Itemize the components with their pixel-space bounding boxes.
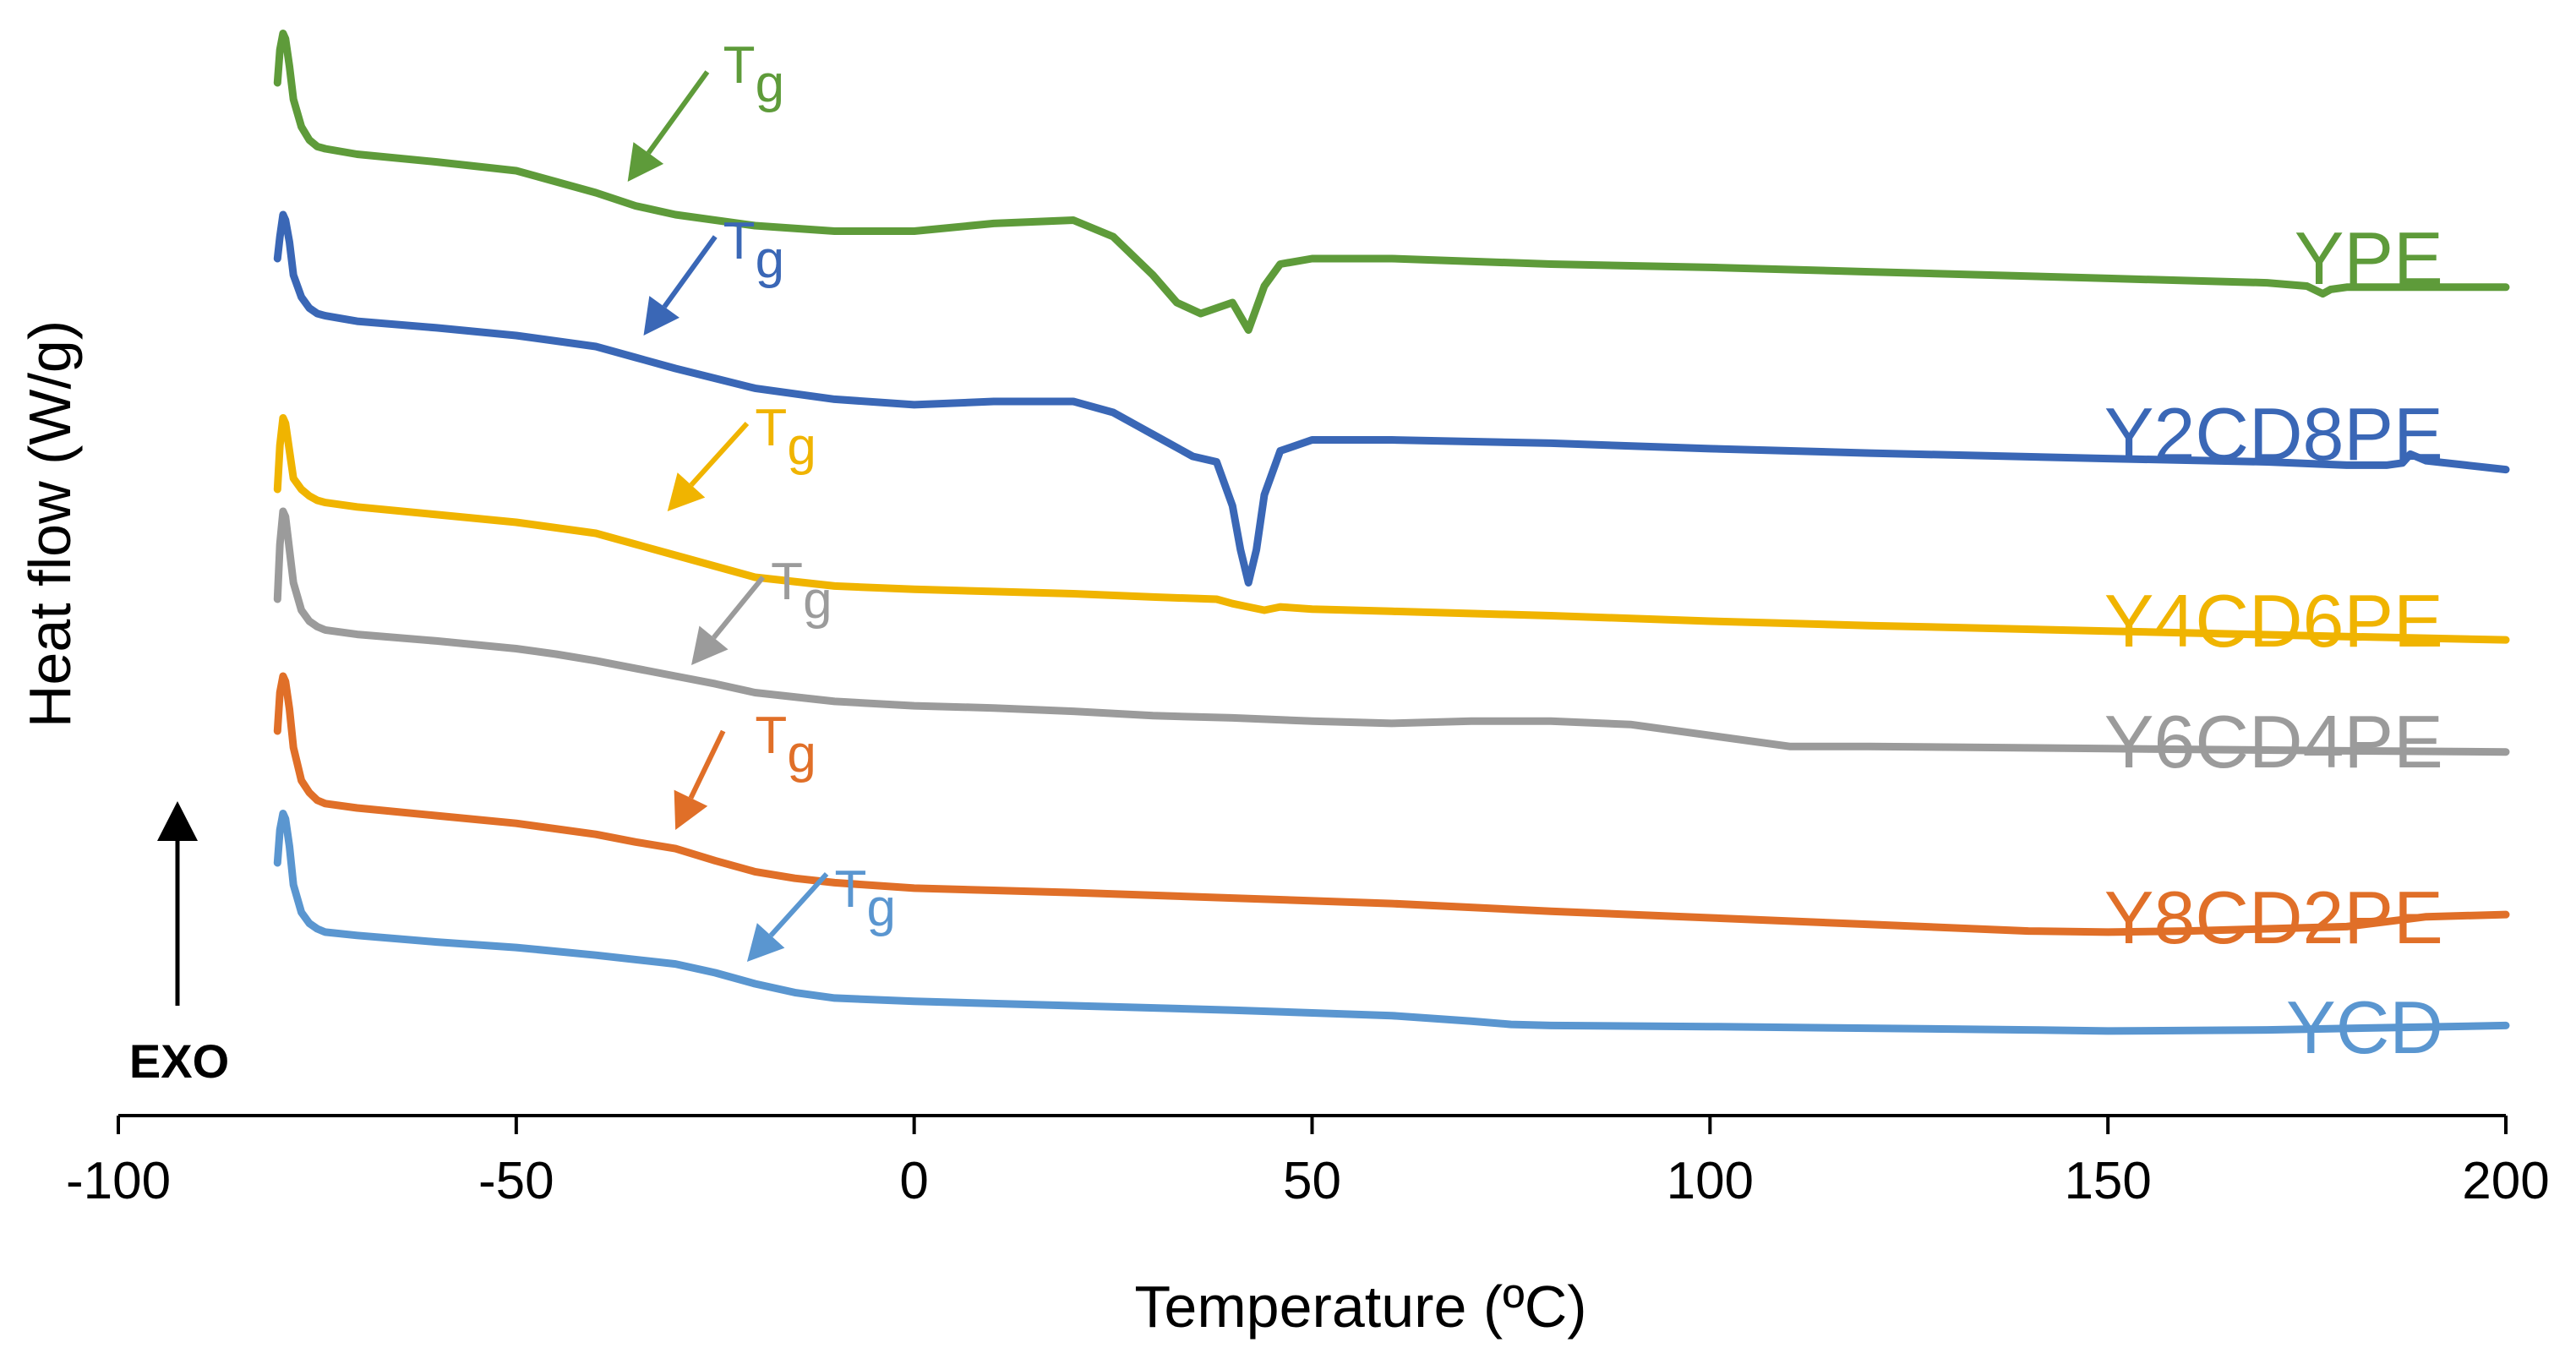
series-label: Y2CD8PE <box>2104 392 2443 476</box>
tg-label: T <box>723 212 756 270</box>
series-y2cd8pe: Y2CD8PE T g <box>273 210 2510 587</box>
series-layer: YPE T g Y2CD8PE T g Y4CD6PE T g Y6CD4PE T g Y8CD2PE T… <box>273 30 2510 1069</box>
tg-arrow-head <box>674 789 708 830</box>
series-label: YPE <box>2295 216 2443 300</box>
series-label: Y8CD2PE <box>2104 876 2443 959</box>
tg-arrow-shaft <box>689 421 750 487</box>
tg-arrow-head <box>627 142 664 182</box>
series-line <box>273 210 2510 587</box>
series-label: YCD <box>2286 985 2443 1069</box>
x-axis-title: Temperature (ºC) <box>1134 1274 1586 1340</box>
x-axis-ticks: -100 -50 0 50 100 150 200 <box>66 1116 2550 1210</box>
series-label: Y6CD4PE <box>2104 700 2443 783</box>
series-label: Y4CD6PE <box>2104 579 2443 663</box>
tg-arrow-head <box>746 923 785 962</box>
series-ype: YPE T g <box>273 30 2510 334</box>
tg-label: T <box>771 553 803 611</box>
x-tick-label: -50 <box>478 1152 554 1210</box>
y-axis-title: Heat flow (W/g) <box>17 320 83 728</box>
tg-label: T <box>723 36 756 95</box>
series-line <box>273 414 2510 644</box>
series-y4cd6pe: Y4CD6PE T g <box>273 399 2510 663</box>
tg-arrow-head <box>667 472 706 511</box>
tg-arrow-shaft <box>646 70 710 155</box>
series-y6cd4pe: Y6CD4PE T g <box>273 507 2510 783</box>
tg-arrow-shaft <box>768 871 829 937</box>
series-line <box>273 672 2510 936</box>
exo-arrow-head <box>157 801 198 841</box>
x-tick-label: -100 <box>66 1152 171 1210</box>
series-ycd: YCD T g <box>273 810 2510 1069</box>
tg-label: T <box>755 399 787 457</box>
x-tick-label: 100 <box>1667 1152 1754 1210</box>
series-line <box>273 507 2510 756</box>
tg-label: T <box>755 707 787 765</box>
tg-arrow-head <box>691 625 729 665</box>
tg-arrow-shaft <box>712 576 766 640</box>
x-tick-label: 200 <box>2462 1152 2549 1210</box>
exo-indicator: EXO <box>129 801 229 1088</box>
series-line <box>273 810 2510 1035</box>
tg-label-subscript: g <box>803 571 832 630</box>
series-y8cd2pe: Y8CD2PE T g <box>273 672 2510 959</box>
tg-label-subscript: g <box>867 879 896 937</box>
x-tick-label: 150 <box>2064 1152 2151 1210</box>
exo-label: EXO <box>129 1034 229 1088</box>
tg-label-subscript: g <box>787 725 816 783</box>
tg-label: T <box>835 860 867 919</box>
tg-arrow-shaft <box>662 235 718 308</box>
tg-arrow-shaft <box>688 729 726 800</box>
x-tick-label: 0 <box>899 1152 928 1210</box>
tg-label-subscript: g <box>756 55 784 113</box>
x-tick-label: 50 <box>1283 1152 1341 1210</box>
tg-arrow-head <box>643 296 679 336</box>
tg-label-subscript: g <box>787 418 816 476</box>
tg-label-subscript: g <box>756 231 784 289</box>
series-line <box>273 30 2510 334</box>
